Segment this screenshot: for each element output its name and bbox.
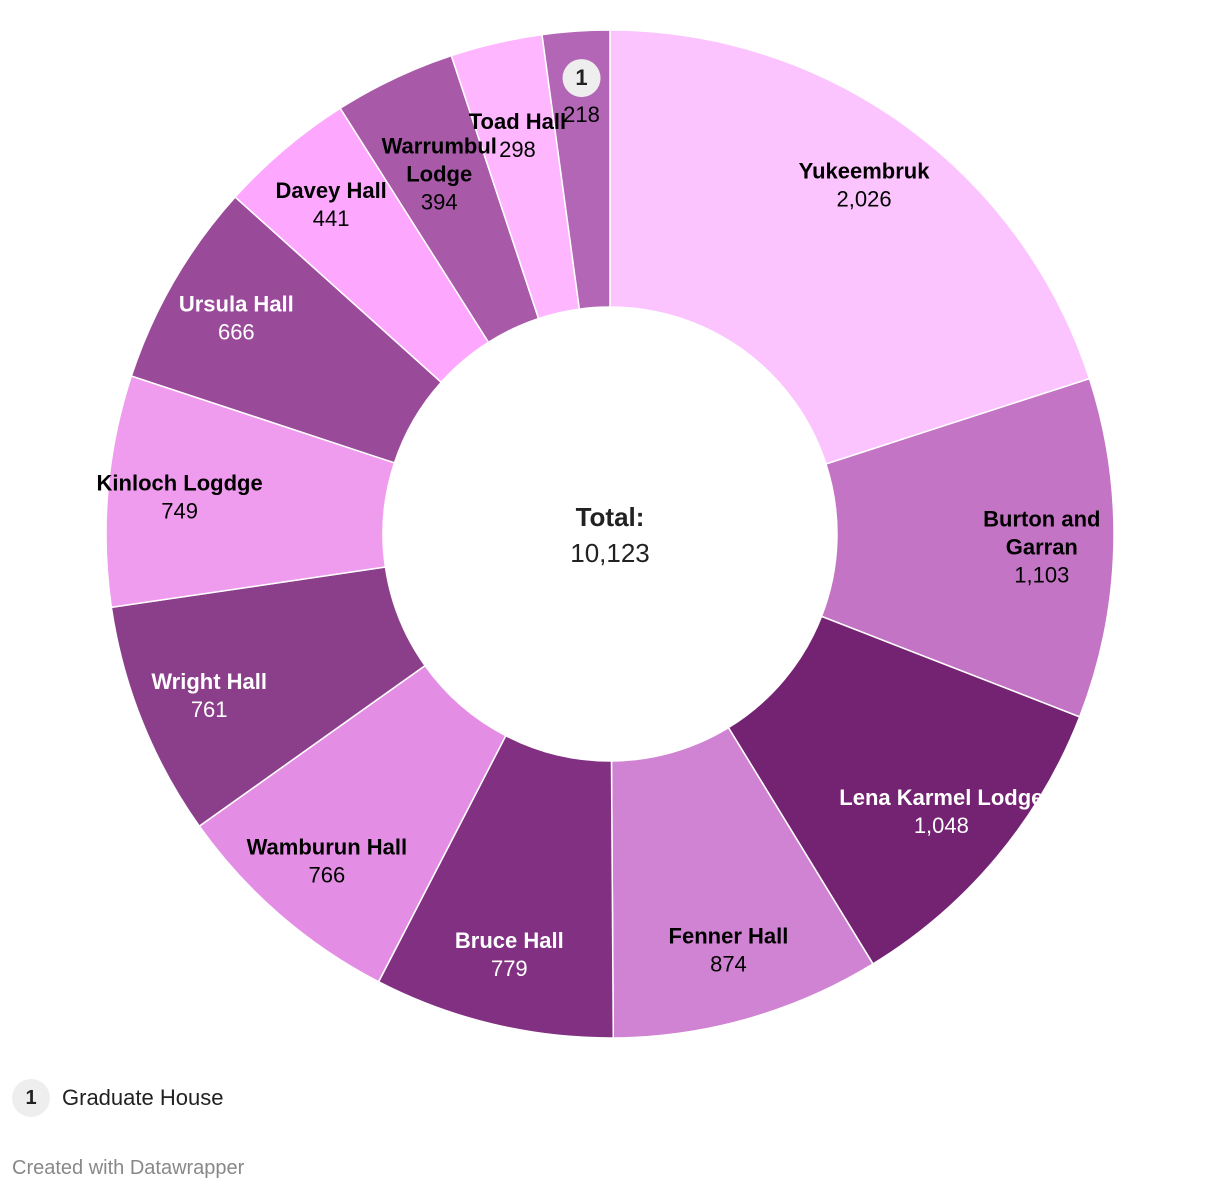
credit-text: Created with Datawrapper — [12, 1157, 245, 1179]
name-label-fenner-hall: Fenner Hall — [669, 923, 789, 948]
value-label-bruce-hall: 779 — [491, 956, 528, 981]
name-label-toad-hall: Toad Hall — [469, 109, 566, 134]
legend-text: Graduate House — [62, 1085, 224, 1110]
footnote-badge-marker — [562, 59, 601, 98]
name-label-davey-hall: Davey Hall — [276, 178, 387, 203]
slice-fenner-hall — [610, 726, 875, 1039]
name-label-wamburun-hall: Wamburun Hall — [247, 834, 408, 859]
value-label-graduate-house: 218 — [563, 102, 600, 127]
slice-1 — [541, 29, 611, 310]
donut-chart: Yukeembruk 2,026 Burton and Garran 1,103 Lena… — [97, 29, 1115, 1039]
legend-badge: 1 — [12, 1079, 50, 1117]
name-label-bruce-hall: Bruce Hall — [455, 928, 564, 953]
value-label-lena-karmel-lodge: 1,048 — [914, 813, 969, 838]
center-total-label: Total: — [576, 502, 645, 532]
value-label-ursula-hall: 666 — [218, 319, 255, 344]
name-label-burton-and-garran-line1: Burton and — [983, 507, 1100, 532]
name-label-wright-hall: Wright Hall — [151, 669, 267, 694]
name-label-warrumbul-lodge-line2: Lodge — [406, 162, 472, 187]
center-total-value: 10,123 — [570, 538, 650, 568]
value-label-kinloch-logdge: 749 — [161, 499, 198, 524]
value-label-fenner-hall: 874 — [710, 951, 747, 976]
footnote-badge-number: 1 — [575, 65, 587, 90]
legend: 1 Graduate House — [12, 1078, 223, 1118]
value-label-warrumbul-lodge: 394 — [421, 190, 458, 215]
value-label-wamburun-hall: 766 — [309, 862, 346, 887]
value-label-toad-hall: 298 — [499, 137, 536, 162]
value-label-yukeembruk: 2,026 — [837, 187, 892, 212]
name-label-yukeembruk: Yukeembruk — [799, 159, 931, 184]
name-label-ursula-hall: Ursula Hall — [179, 291, 294, 316]
chart-labels: Yukeembruk 2,026 Burton and Garran 1,103 Lena… — [97, 59, 1100, 981]
slice-bruce-hall — [377, 734, 615, 1039]
name-label-kinloch-logdge: Kinloch Logdge — [97, 471, 263, 496]
slice-burton-and-garran — [820, 377, 1115, 718]
value-label-davey-hall: 441 — [313, 206, 350, 231]
name-label-lena-karmel-lodge: Lena Karmel Lodge — [839, 785, 1043, 810]
chart-slices — [105, 29, 1115, 1039]
slice-yukeembruk — [609, 29, 1091, 465]
name-label-warrumbul-lodge-line1: Warrumbul — [382, 134, 497, 159]
slice-lena-karmel-lodge — [727, 615, 1081, 965]
value-label-wright-hall: 761 — [191, 697, 228, 722]
name-label-burton-and-garran-line2: Garran — [1006, 535, 1078, 560]
value-label-burton-and-garran: 1,103 — [1014, 563, 1069, 588]
